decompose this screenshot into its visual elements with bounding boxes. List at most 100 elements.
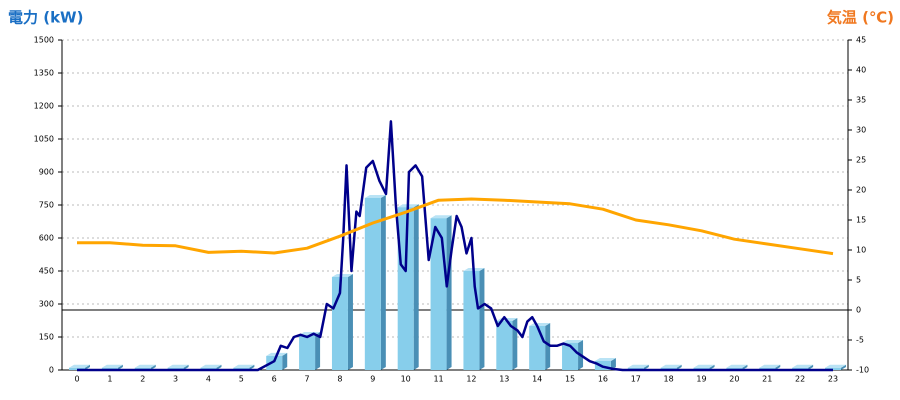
y-tick-label: 300 [39,300,54,309]
bar [529,326,546,370]
y-tick-label: 450 [39,267,54,276]
x-tick-label: 14 [532,375,542,384]
bar-top [101,364,123,368]
bar-side [150,364,156,370]
x-tick-label: 9 [370,375,375,384]
x-tick-label: 16 [598,375,608,384]
line [77,197,834,256]
x-tick-label: 17 [631,375,641,384]
bar-side [315,332,321,370]
bar [463,271,480,370]
x-tick-label: 21 [762,375,772,384]
bar-side [841,364,846,370]
y2-tick-label: 5 [856,276,861,285]
bar-top [759,364,781,368]
bar-side [347,273,353,370]
x-tick-label: 22 [795,375,805,384]
bar-top [200,364,222,368]
x-tick-label: 13 [499,375,509,384]
bar [496,320,513,370]
y2-tick-label: 10 [856,246,866,255]
bar-side [676,364,682,370]
bar-side [610,357,616,370]
x-tick-label: 7 [305,375,310,384]
x-tick-label: 23 [828,375,838,384]
x-tick-label: 0 [74,375,79,384]
x-tick-label: 10 [401,375,411,384]
bar-side [380,194,386,370]
x-tick-label: 11 [433,375,443,384]
bar-side [742,364,748,370]
bar-top [430,215,452,219]
y2-tick-label: 40 [856,66,866,75]
y-tick-label: 600 [39,234,54,243]
bar-side [479,268,485,370]
x-tick-label: 20 [729,375,739,384]
bar-top [233,364,255,368]
bar-top [825,364,846,368]
bar-side [249,364,255,370]
x-tick-label: 15 [565,375,575,384]
y-tick-label: 150 [39,333,54,342]
bar-side [709,364,715,370]
bar-side [545,323,551,370]
bar-top [134,364,156,368]
bar-top [167,364,189,368]
bar-side [183,364,189,370]
x-tick-label: 18 [664,375,674,384]
y2-tick-label: 20 [856,186,866,195]
bar-side [117,364,123,370]
bar-top [562,339,584,343]
y2-axis-label: 気温 (℃) [827,9,894,27]
bar-top [364,194,386,198]
x-tick-label: 8 [337,375,342,384]
x-tick-label: 19 [696,375,706,384]
bar-side [413,204,419,370]
y-tick-label: 1500 [34,36,54,45]
y2-tick-label: 0 [856,306,861,315]
y2-tick-label: 35 [856,96,866,105]
bar-side [446,215,452,370]
bar-side [85,364,90,370]
bar [364,197,381,370]
bar-top [693,364,715,368]
x-tick-label: 6 [272,375,277,384]
y2-tick-label: 30 [856,126,866,135]
bar-top [627,364,649,368]
bar-top [529,323,551,326]
bar-side [512,317,518,370]
y-axis-label: 電力 (kW) [8,9,83,27]
bar-top [331,273,353,277]
bar [299,335,316,370]
y2-tick-label: 45 [856,36,866,45]
bar-top [594,357,616,361]
y-tick-label: 0 [49,366,54,375]
y-tick-label: 1350 [34,69,54,78]
bar-side [643,364,649,370]
y2-tick-label: 15 [856,216,866,225]
bar [397,207,414,370]
x-tick-label: 2 [140,375,145,384]
x-tick-label: 4 [206,375,211,384]
bar-top [69,364,90,368]
bar-side [216,364,222,370]
bar-side [808,364,814,370]
x-tick-label: 12 [466,375,476,384]
x-tick-label: 1 [107,375,112,384]
y-tick-label: 900 [39,168,54,177]
bar-top [660,364,682,368]
y2-tick-label: -10 [856,366,869,375]
bar-side [282,352,288,370]
x-tick-label: 5 [239,375,244,384]
line [77,120,833,372]
bar-top [726,364,748,368]
x-tick-label: 3 [173,375,178,384]
y-tick-label: 750 [39,201,54,210]
y-tick-label: 1200 [34,102,54,111]
bar-top [792,364,814,368]
y-tick-label: 1050 [34,135,54,144]
bar-side [775,364,781,370]
y2-tick-label: 25 [856,156,866,165]
bar [266,355,283,370]
